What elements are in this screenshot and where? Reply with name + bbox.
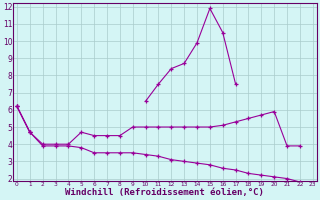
X-axis label: Windchill (Refroidissement éolien,°C): Windchill (Refroidissement éolien,°C) <box>65 188 264 197</box>
